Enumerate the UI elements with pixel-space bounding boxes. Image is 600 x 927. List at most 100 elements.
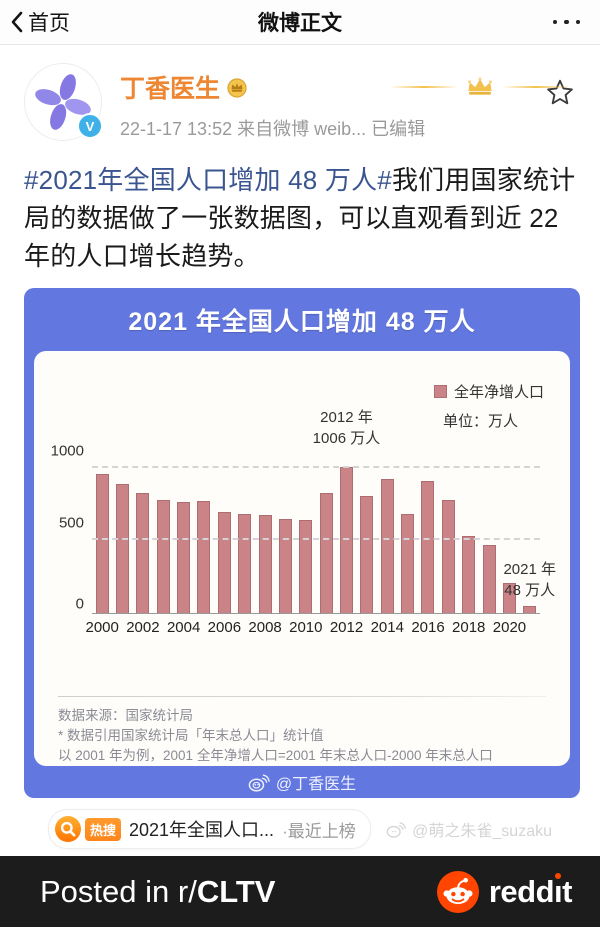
timestamp: 22-1-17 13:52 bbox=[120, 119, 233, 139]
x-tick-label: 2012 bbox=[329, 619, 364, 636]
y-tick-label: 500 bbox=[58, 514, 84, 532]
chart-divider bbox=[58, 696, 546, 697]
reddit-i-dot bbox=[555, 873, 562, 879]
bar-column bbox=[296, 453, 316, 613]
bar bbox=[523, 606, 537, 613]
star-icon bbox=[547, 79, 573, 105]
annotation-2021: 2021 年 48 万人 bbox=[503, 561, 556, 599]
hot-search-icon bbox=[55, 816, 81, 842]
hashtag-link[interactable]: #2021年全国人口增加 48 万人# bbox=[24, 165, 392, 195]
x-tick-label: 2018 bbox=[452, 619, 486, 636]
bar bbox=[136, 492, 150, 613]
more-menu-button[interactable] bbox=[552, 19, 600, 25]
edited-label: 已编辑 bbox=[371, 119, 426, 139]
annotation-2012: 2012 年 1006 万人 bbox=[312, 409, 381, 447]
bar-column bbox=[418, 453, 438, 613]
trending-row: 热搜 2021年全国人口... ·最近上榜 @萌之朱雀_suzaku bbox=[48, 809, 552, 849]
bar-column bbox=[92, 453, 112, 613]
bar-column bbox=[194, 453, 214, 613]
x-tick-label: 2010 bbox=[289, 619, 323, 636]
back-button[interactable]: 首页 bbox=[0, 7, 70, 37]
post-source[interactable]: 来自微博 weib... bbox=[237, 119, 367, 139]
chart-title: 2021 年全国人口增加 48 万人 bbox=[128, 308, 476, 336]
bar bbox=[177, 502, 191, 613]
bar bbox=[441, 499, 455, 613]
bar-column bbox=[438, 453, 458, 613]
bars bbox=[92, 453, 540, 613]
bar-column bbox=[275, 453, 295, 613]
back-label: 首页 bbox=[28, 12, 70, 35]
bar bbox=[380, 479, 394, 613]
reddit-wordmark: redd ı t bbox=[488, 873, 572, 909]
trending-status: ·最近上榜 bbox=[282, 821, 356, 841]
bar bbox=[482, 545, 496, 613]
nav-bar: 首页 微博正文 bbox=[0, 0, 600, 45]
author-info: 丁香医生 22-1-17 13:52 来自微博 weib... 已编辑 bbox=[120, 63, 425, 141]
bar-column bbox=[173, 453, 193, 613]
reddit-snoo-icon bbox=[436, 871, 479, 913]
bar-column bbox=[214, 453, 234, 613]
chart-footer-notes: 数据来源：国家统计局 * 数据引用国家统计局「年末总人口」统计值以 2001 年为… bbox=[58, 706, 552, 766]
page-title: 微博正文 bbox=[258, 12, 342, 35]
reddit-logo-lockup[interactable]: redd ı t bbox=[436, 871, 572, 913]
chart-image[interactable]: 2021 年全国人口增加 48 万人 全年净增人口 单位：万人 2000 2002… bbox=[24, 288, 580, 798]
watermark: @萌之朱雀_suzaku bbox=[386, 817, 552, 841]
bar bbox=[360, 496, 374, 613]
bar bbox=[319, 493, 333, 613]
verified-badge: V bbox=[77, 113, 103, 139]
watermark-handle: @萌之朱雀_suzaku bbox=[412, 823, 552, 840]
bar bbox=[278, 518, 292, 613]
x-tick-label: 2016 bbox=[411, 619, 445, 636]
post-body: 我们用国家统计局的数据做了一张数据图，可以直观看到近 22 年的人口增长趋势。 bbox=[24, 165, 576, 271]
bar-column bbox=[316, 453, 336, 613]
footer-note: 以 2001 年为例，2001 全年净增人口=2001 年末总人口-2000 年… bbox=[58, 748, 493, 763]
bar-column bbox=[255, 453, 275, 613]
bar bbox=[156, 500, 170, 613]
bar bbox=[116, 484, 130, 613]
legend-label: 全年净增人口 bbox=[453, 384, 544, 401]
bar-column bbox=[479, 453, 499, 613]
vip-crown-decor bbox=[390, 77, 570, 96]
weibo-watermark-icon bbox=[386, 821, 406, 838]
bar-column bbox=[133, 453, 153, 613]
favorite-star-button[interactable] bbox=[544, 77, 576, 114]
x-tick-label: 2006 bbox=[207, 619, 242, 636]
trending-topic-text: 2021年全国人口... bbox=[129, 820, 275, 840]
post-meta: 22-1-17 13:52 来自微博 weib... 已编辑 bbox=[120, 115, 425, 141]
crown-icon bbox=[468, 77, 492, 95]
x-tick-label: 2000 bbox=[85, 619, 119, 636]
chart-legend: 全年净增人口 单位：万人 bbox=[433, 381, 544, 431]
gold-member-badge-icon bbox=[227, 78, 247, 98]
x-tick-label: 2020 bbox=[492, 619, 527, 636]
gridline bbox=[92, 538, 540, 541]
avatar[interactable]: V bbox=[24, 63, 103, 141]
bar bbox=[258, 515, 272, 613]
dxy-flower-icon bbox=[35, 74, 91, 130]
bar-column bbox=[112, 453, 132, 613]
bar bbox=[421, 481, 435, 613]
chart-card: 全年净增人口 单位：万人 2000 2002 2004 2006 2008 2010 201… bbox=[34, 351, 570, 766]
trending-topic-pill[interactable]: 热搜 2021年全国人口... ·最近上榜 bbox=[48, 809, 371, 849]
footer-note: * 数据引用国家统计局「年末总人口」统计值 bbox=[58, 728, 324, 743]
bar bbox=[238, 513, 252, 613]
chart-credit-handle: @丁香医生 bbox=[275, 776, 357, 793]
bar bbox=[217, 512, 231, 613]
author-name[interactable]: 丁香医生 bbox=[120, 75, 221, 103]
bar bbox=[462, 535, 476, 613]
back-chevron-icon bbox=[11, 11, 23, 33]
y-tick-label: 0 bbox=[75, 595, 84, 613]
bar-column bbox=[397, 453, 417, 613]
legend-swatch bbox=[433, 385, 447, 398]
x-tick-label: 2014 bbox=[370, 619, 404, 636]
chart-credit: @丁香医生 bbox=[24, 766, 580, 798]
subreddit-name[interactable]: CLTV bbox=[196, 874, 276, 909]
bar bbox=[95, 473, 109, 613]
x-labels: 2000 2002 2004 2006 2008 2010 2012 2014 2016 2018… bbox=[85, 619, 540, 639]
posted-in-text: Posted in r/CLTV bbox=[40, 874, 276, 909]
unit-label: 单位：万人 bbox=[442, 413, 518, 430]
bar bbox=[299, 519, 313, 613]
hot-search-badge: 热搜 bbox=[85, 817, 122, 841]
post-text: #2021年全国人口增加 48 万人#我们用国家统计局的数据做了一张数据图，可以… bbox=[24, 161, 576, 275]
plot-area: 2000 2002 2004 2006 2008 2010 2012 2014 2016 2018… bbox=[51, 409, 556, 636]
bar-column bbox=[458, 453, 478, 613]
